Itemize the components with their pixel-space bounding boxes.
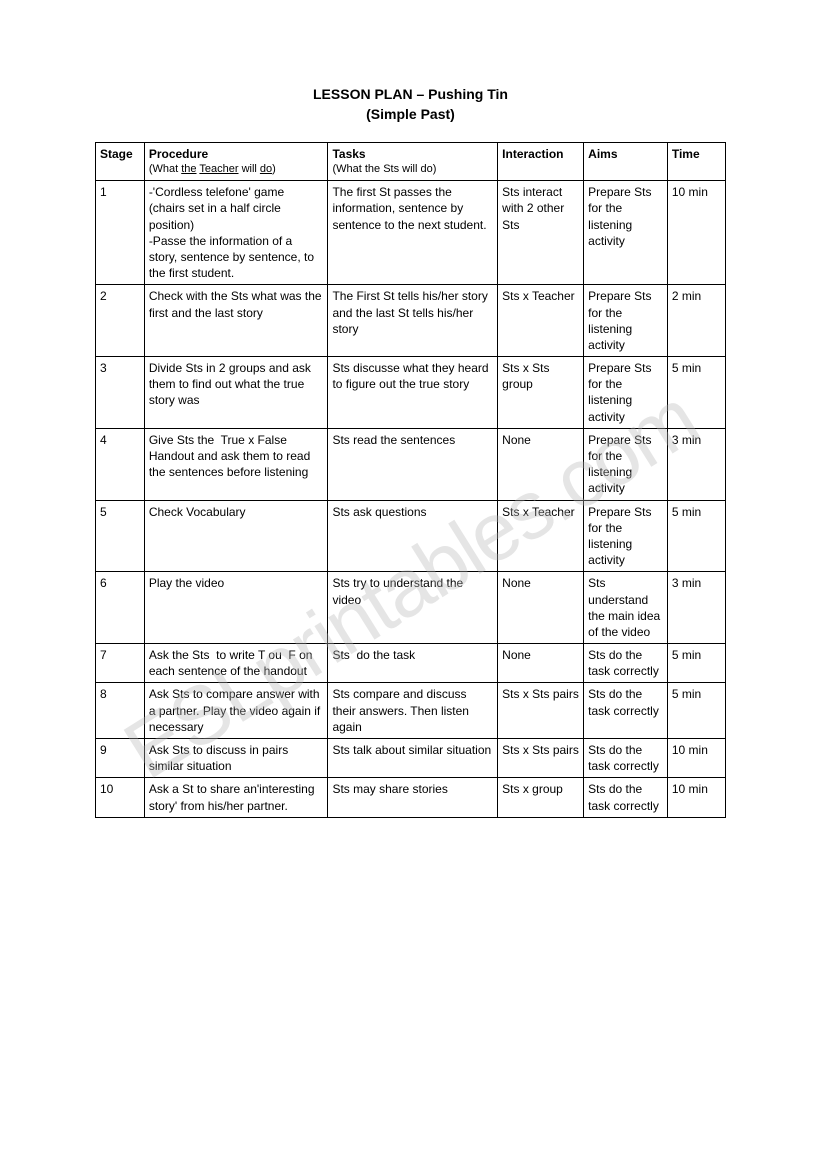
cell-interaction: Sts x Sts pairs [498, 739, 584, 778]
cell-time: 5 min [667, 683, 725, 739]
cell-stage: 5 [96, 500, 145, 572]
cell-time: 5 min [667, 357, 725, 429]
lesson-plan-table: Stage Procedure (What the Teacher will d… [95, 142, 726, 818]
cell-procedure: Ask Sts to compare answer with a partner… [144, 683, 328, 739]
cell-tasks: Sts may share stories [328, 778, 498, 817]
cell-interaction: Sts x Teacher [498, 285, 584, 357]
cell-interaction: Sts x Sts pairs [498, 683, 584, 739]
cell-aims: Sts do the task correctly [584, 644, 668, 683]
cell-aims: Sts understand the main idea of the vide… [584, 572, 668, 644]
cell-stage: 3 [96, 357, 145, 429]
cell-aims: Sts do the task correctly [584, 683, 668, 739]
cell-procedure: Check Vocabulary [144, 500, 328, 572]
cell-tasks: Sts try to understand the video [328, 572, 498, 644]
cell-stage: 2 [96, 285, 145, 357]
header-aims: Aims [584, 143, 668, 181]
cell-aims: Prepare Sts for the listening activity [584, 428, 668, 500]
cell-stage: 7 [96, 644, 145, 683]
cell-stage: 1 [96, 181, 145, 285]
cell-tasks: The First St tells his/her story and the… [328, 285, 498, 357]
cell-tasks: Sts do the task [328, 644, 498, 683]
header-interaction: Interaction [498, 143, 584, 181]
cell-tasks: The first St passes the information, sen… [328, 181, 498, 285]
cell-stage: 8 [96, 683, 145, 739]
cell-procedure: Check with the Sts what was the first an… [144, 285, 328, 357]
cell-time: 10 min [667, 181, 725, 285]
cell-tasks: Sts talk about similar situation [328, 739, 498, 778]
cell-tasks: Sts ask questions [328, 500, 498, 572]
cell-aims: Prepare Sts for the listening activity [584, 357, 668, 429]
document-title: LESSON PLAN – Pushing Tin (Simple Past) [95, 85, 726, 124]
table-row: 9Ask Sts to discuss in pairs similar sit… [96, 739, 726, 778]
cell-interaction: Sts x Teacher [498, 500, 584, 572]
cell-tasks: Sts compare and discuss their answers. T… [328, 683, 498, 739]
cell-aims: Sts do the task correctly [584, 778, 668, 817]
table-row: 2Check with the Sts what was the first a… [96, 285, 726, 357]
title-line-1: LESSON PLAN – Pushing Tin [313, 86, 508, 102]
cell-time: 5 min [667, 500, 725, 572]
table-body: 1-'Cordless telefone' game (chairs set i… [96, 181, 726, 818]
header-tasks: Tasks (What the Sts will do) [328, 143, 498, 181]
cell-time: 3 min [667, 572, 725, 644]
table-row: 8Ask Sts to compare answer with a partne… [96, 683, 726, 739]
cell-aims: Prepare Sts for the listening activity [584, 500, 668, 572]
cell-tasks: Sts read the sentences [328, 428, 498, 500]
cell-procedure: Give Sts the True x False Handout and as… [144, 428, 328, 500]
cell-aims: Prepare Sts for the listening activity [584, 285, 668, 357]
cell-time: 10 min [667, 739, 725, 778]
cell-interaction: Sts x Sts group [498, 357, 584, 429]
cell-time: 5 min [667, 644, 725, 683]
header-stage: Stage [96, 143, 145, 181]
table-row: 3Divide Sts in 2 groups and ask them to … [96, 357, 726, 429]
table-header-row: Stage Procedure (What the Teacher will d… [96, 143, 726, 181]
cell-procedure: -'Cordless telefone' game (chairs set in… [144, 181, 328, 285]
cell-stage: 10 [96, 778, 145, 817]
cell-procedure: Ask the Sts to write T ou F on each sent… [144, 644, 328, 683]
table-row: 5Check VocabularySts ask questionsSts x … [96, 500, 726, 572]
cell-aims: Sts do the task correctly [584, 739, 668, 778]
cell-time: 10 min [667, 778, 725, 817]
header-procedure: Procedure (What the Teacher will do) [144, 143, 328, 181]
header-procedure-sub: (What the Teacher will do) [149, 162, 324, 177]
table-row: 6Play the videoSts try to understand the… [96, 572, 726, 644]
header-time: Time [667, 143, 725, 181]
cell-aims: Prepare Sts for the listening activity [584, 181, 668, 285]
cell-procedure: Ask a St to share an'interesting story' … [144, 778, 328, 817]
table-row: 1-'Cordless telefone' game (chairs set i… [96, 181, 726, 285]
cell-interaction: None [498, 644, 584, 683]
cell-stage: 4 [96, 428, 145, 500]
cell-stage: 6 [96, 572, 145, 644]
cell-interaction: Sts interact with 2 other Sts [498, 181, 584, 285]
table-row: 10Ask a St to share an'interesting story… [96, 778, 726, 817]
cell-stage: 9 [96, 739, 145, 778]
cell-interaction: Sts x group [498, 778, 584, 817]
cell-interaction: None [498, 428, 584, 500]
cell-interaction: None [498, 572, 584, 644]
cell-tasks: Sts discusse what they heard to figure o… [328, 357, 498, 429]
cell-time: 3 min [667, 428, 725, 500]
cell-procedure: Play the video [144, 572, 328, 644]
table-row: 7Ask the Sts to write T ou F on each sen… [96, 644, 726, 683]
title-line-2: (Simple Past) [95, 105, 726, 125]
header-tasks-sub: (What the Sts will do) [332, 162, 493, 177]
cell-procedure: Ask Sts to discuss in pairs similar situ… [144, 739, 328, 778]
cell-procedure: Divide Sts in 2 groups and ask them to f… [144, 357, 328, 429]
table-row: 4Give Sts the True x False Handout and a… [96, 428, 726, 500]
cell-time: 2 min [667, 285, 725, 357]
